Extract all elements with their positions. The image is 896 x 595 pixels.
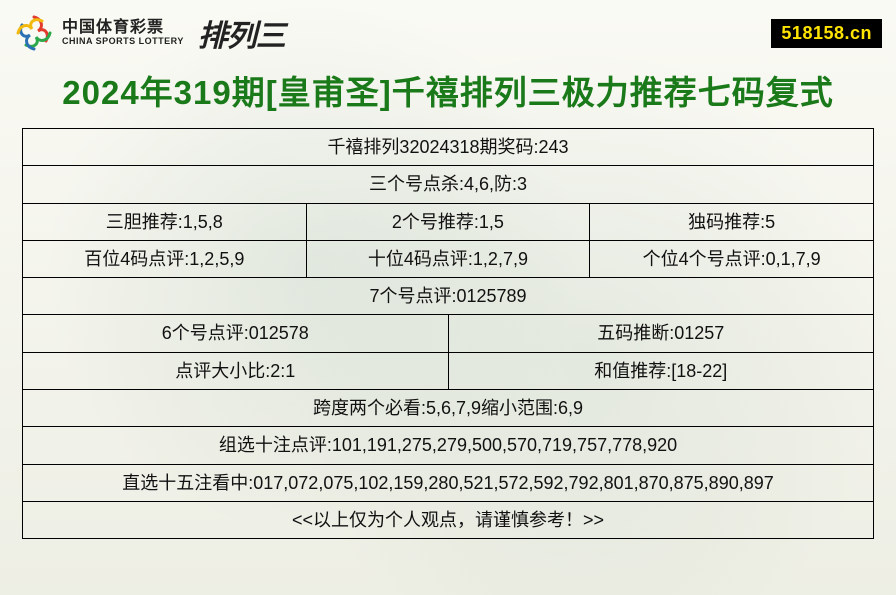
- logo-en: CHINA SPORTS LOTTERY: [62, 37, 184, 46]
- table-cell: 点评大小比:2:1和值推荐:[18-22]: [23, 352, 874, 389]
- table-cell: 跨度两个必看:5,6,7,9缩小范围:6,9: [23, 390, 874, 427]
- table-cell: 个位4个号点评:0,1,7,9: [590, 240, 874, 277]
- table-cell-half: 6个号点评:012578: [23, 315, 449, 351]
- logo-block: 中国体育彩票 CHINA SPORTS LOTTERY 排列三: [14, 11, 285, 55]
- table-row: 千禧排列32024318期奖码:243: [23, 129, 874, 166]
- table-wrap: 千禧排列32024318期奖码:243三个号点杀:4,6,防:3三胆推荐:1,5…: [0, 128, 896, 551]
- table-row: 百位4码点评:1,2,5,9十位4码点评:1,2,7,9个位4个号点评:0,1,…: [23, 240, 874, 277]
- table-cell: 7个号点评:0125789: [23, 278, 874, 315]
- table-row: 跨度两个必看:5,6,7,9缩小范围:6,9: [23, 390, 874, 427]
- table-cell: <<以上仅为个人观点，请谨慎参考！>>: [23, 501, 874, 538]
- table-cell-half: 点评大小比:2:1: [23, 353, 449, 389]
- table-cell: 组选十注点评:101,191,275,279,500,570,719,757,7…: [23, 427, 874, 464]
- header: 中国体育彩票 CHINA SPORTS LOTTERY 排列三 518158.c…: [0, 0, 896, 62]
- table-row: 7个号点评:0125789: [23, 278, 874, 315]
- table-row: 组选十注点评:101,191,275,279,500,570,719,757,7…: [23, 427, 874, 464]
- logo-cn: 中国体育彩票: [62, 20, 184, 37]
- table-row: 三胆推荐:1,5,82个号推荐:1,5独码推荐:5: [23, 203, 874, 240]
- table-cell: 三胆推荐:1,5,8: [23, 203, 307, 240]
- logo-text: 中国体育彩票 CHINA SPORTS LOTTERY: [62, 20, 184, 46]
- table-row: 三个号点杀:4,6,防:3: [23, 166, 874, 203]
- table-cell: 6个号点评:012578五码推断:01257: [23, 315, 874, 352]
- table-cell: 千禧排列32024318期奖码:243: [23, 129, 874, 166]
- lottery-logo-icon: [14, 13, 54, 53]
- table-cell-half: 和值推荐:[18-22]: [449, 353, 874, 389]
- table-row: 点评大小比:2:1和值推荐:[18-22]: [23, 352, 874, 389]
- site-badge: 518158.cn: [771, 19, 882, 48]
- prediction-table: 千禧排列32024318期奖码:243三个号点杀:4,6,防:3三胆推荐:1,5…: [22, 128, 874, 539]
- table-cell: 百位4码点评:1,2,5,9: [23, 240, 307, 277]
- table-cell: 直选十五注看中:017,072,075,102,159,280,521,572,…: [23, 464, 874, 501]
- table-row: <<以上仅为个人观点，请谨慎参考！>>: [23, 501, 874, 538]
- table-cell: 独码推荐:5: [590, 203, 874, 240]
- table-cell: 三个号点杀:4,6,防:3: [23, 166, 874, 203]
- table-row: 直选十五注看中:017,072,075,102,159,280,521,572,…: [23, 464, 874, 501]
- table-cell: 2个号推荐:1,5: [306, 203, 590, 240]
- page-title: 2024年319期[皇甫圣]千禧排列三极力推荐七码复式: [0, 62, 896, 128]
- table-row: 6个号点评:012578五码推断:01257: [23, 315, 874, 352]
- logo-series: 排列三: [198, 11, 285, 55]
- table-cell: 十位4码点评:1,2,7,9: [306, 240, 590, 277]
- table-cell-half: 五码推断:01257: [449, 315, 874, 351]
